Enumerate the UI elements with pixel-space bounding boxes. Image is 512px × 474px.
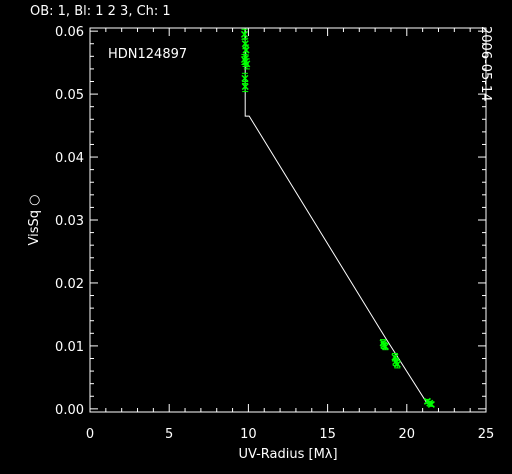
header-text: OB: 1, Bl: 1 2 3, Ch: 1 [30,4,171,19]
x-tick-label: 25 [478,427,495,442]
x-tick-label: 5 [165,427,173,442]
data-point [242,44,250,56]
y-tick-label: 0.05 [55,88,84,103]
x-tick-label: 10 [240,427,257,442]
data-point [243,58,251,70]
point-marker [242,57,250,65]
data-points [240,28,435,408]
point-marker [242,46,250,54]
point-marker [379,339,387,347]
point-marker [240,30,248,38]
y-tick-label: 0.01 [55,340,84,355]
x-tick-label: 15 [319,427,336,442]
x-tick-label: 20 [399,427,416,442]
axis-ticks [89,28,487,412]
y-axis-label: VisSq ○ [27,195,42,246]
y-tick-label: 0.03 [55,214,84,229]
point-marker [427,400,435,408]
y-tick-label: 0.00 [55,403,84,418]
tick-labels: 0 5 10 15 20 25 0.00 0.01 0.02 0.03 0.04 0.05 0.06 [55,25,494,442]
point-marker [381,343,389,351]
point-marker [393,360,401,368]
point-marker [241,74,249,82]
star-annotation: HDN124897 [108,47,187,62]
y-tick-label: 0.02 [55,277,84,292]
point-marker [243,60,251,68]
data-point [381,342,389,351]
data-point [393,359,401,369]
y-tick-label: 0.04 [55,151,84,166]
point-marker [241,83,249,91]
data-point [241,81,249,93]
data-point [427,400,435,408]
point-marker [241,40,249,48]
y-tick-label: 0.06 [55,25,84,40]
data-point [240,28,248,40]
x-axis-label: UV-Radius [Mλ] [238,447,337,462]
x-tick-label: 0 [86,427,94,442]
